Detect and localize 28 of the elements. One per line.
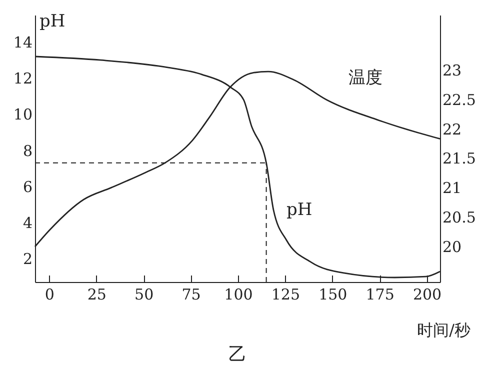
x-tick-label: 200 (412, 286, 442, 304)
y2-tick-label: 20 (442, 238, 462, 256)
y2-tick-label: 23 (442, 61, 462, 80)
x-tick-label: 100 (224, 286, 253, 304)
y2-tick-label: 20.5 (442, 208, 476, 227)
y-tick-label: 12 (13, 70, 32, 88)
y-tick-label: 14 (13, 34, 32, 52)
x-tick-label: 75 (182, 286, 201, 304)
x-tick-label: 125 (271, 286, 300, 304)
y-tick-label: 2 (22, 250, 32, 268)
y-tick-label: 4 (22, 214, 32, 232)
y-axis-title: pH (40, 12, 66, 32)
x-tick-label: 175 (366, 286, 394, 304)
y2-tick-label: 22 (442, 120, 462, 138)
y2-tick-label: 21.5 (442, 150, 476, 168)
series-label: pH (286, 200, 312, 220)
text: 乙 (228, 344, 246, 365)
x-tick-label: 25 (87, 286, 106, 304)
x-tick-label: 150 (318, 286, 348, 304)
y-tick-label: 6 (22, 178, 32, 196)
y-tick-label: 10 (13, 106, 32, 124)
x-tick-label: 50 (134, 286, 154, 304)
x-tick-label: 0 (44, 286, 54, 304)
y2-tick-label: 22.5 (442, 90, 476, 109)
x-axis-title: 时间/秒 (417, 320, 470, 340)
y-tick-label: 8 (22, 142, 32, 160)
series-label: 温度 (348, 68, 383, 88)
y2-tick-label: 21 (442, 179, 462, 198)
